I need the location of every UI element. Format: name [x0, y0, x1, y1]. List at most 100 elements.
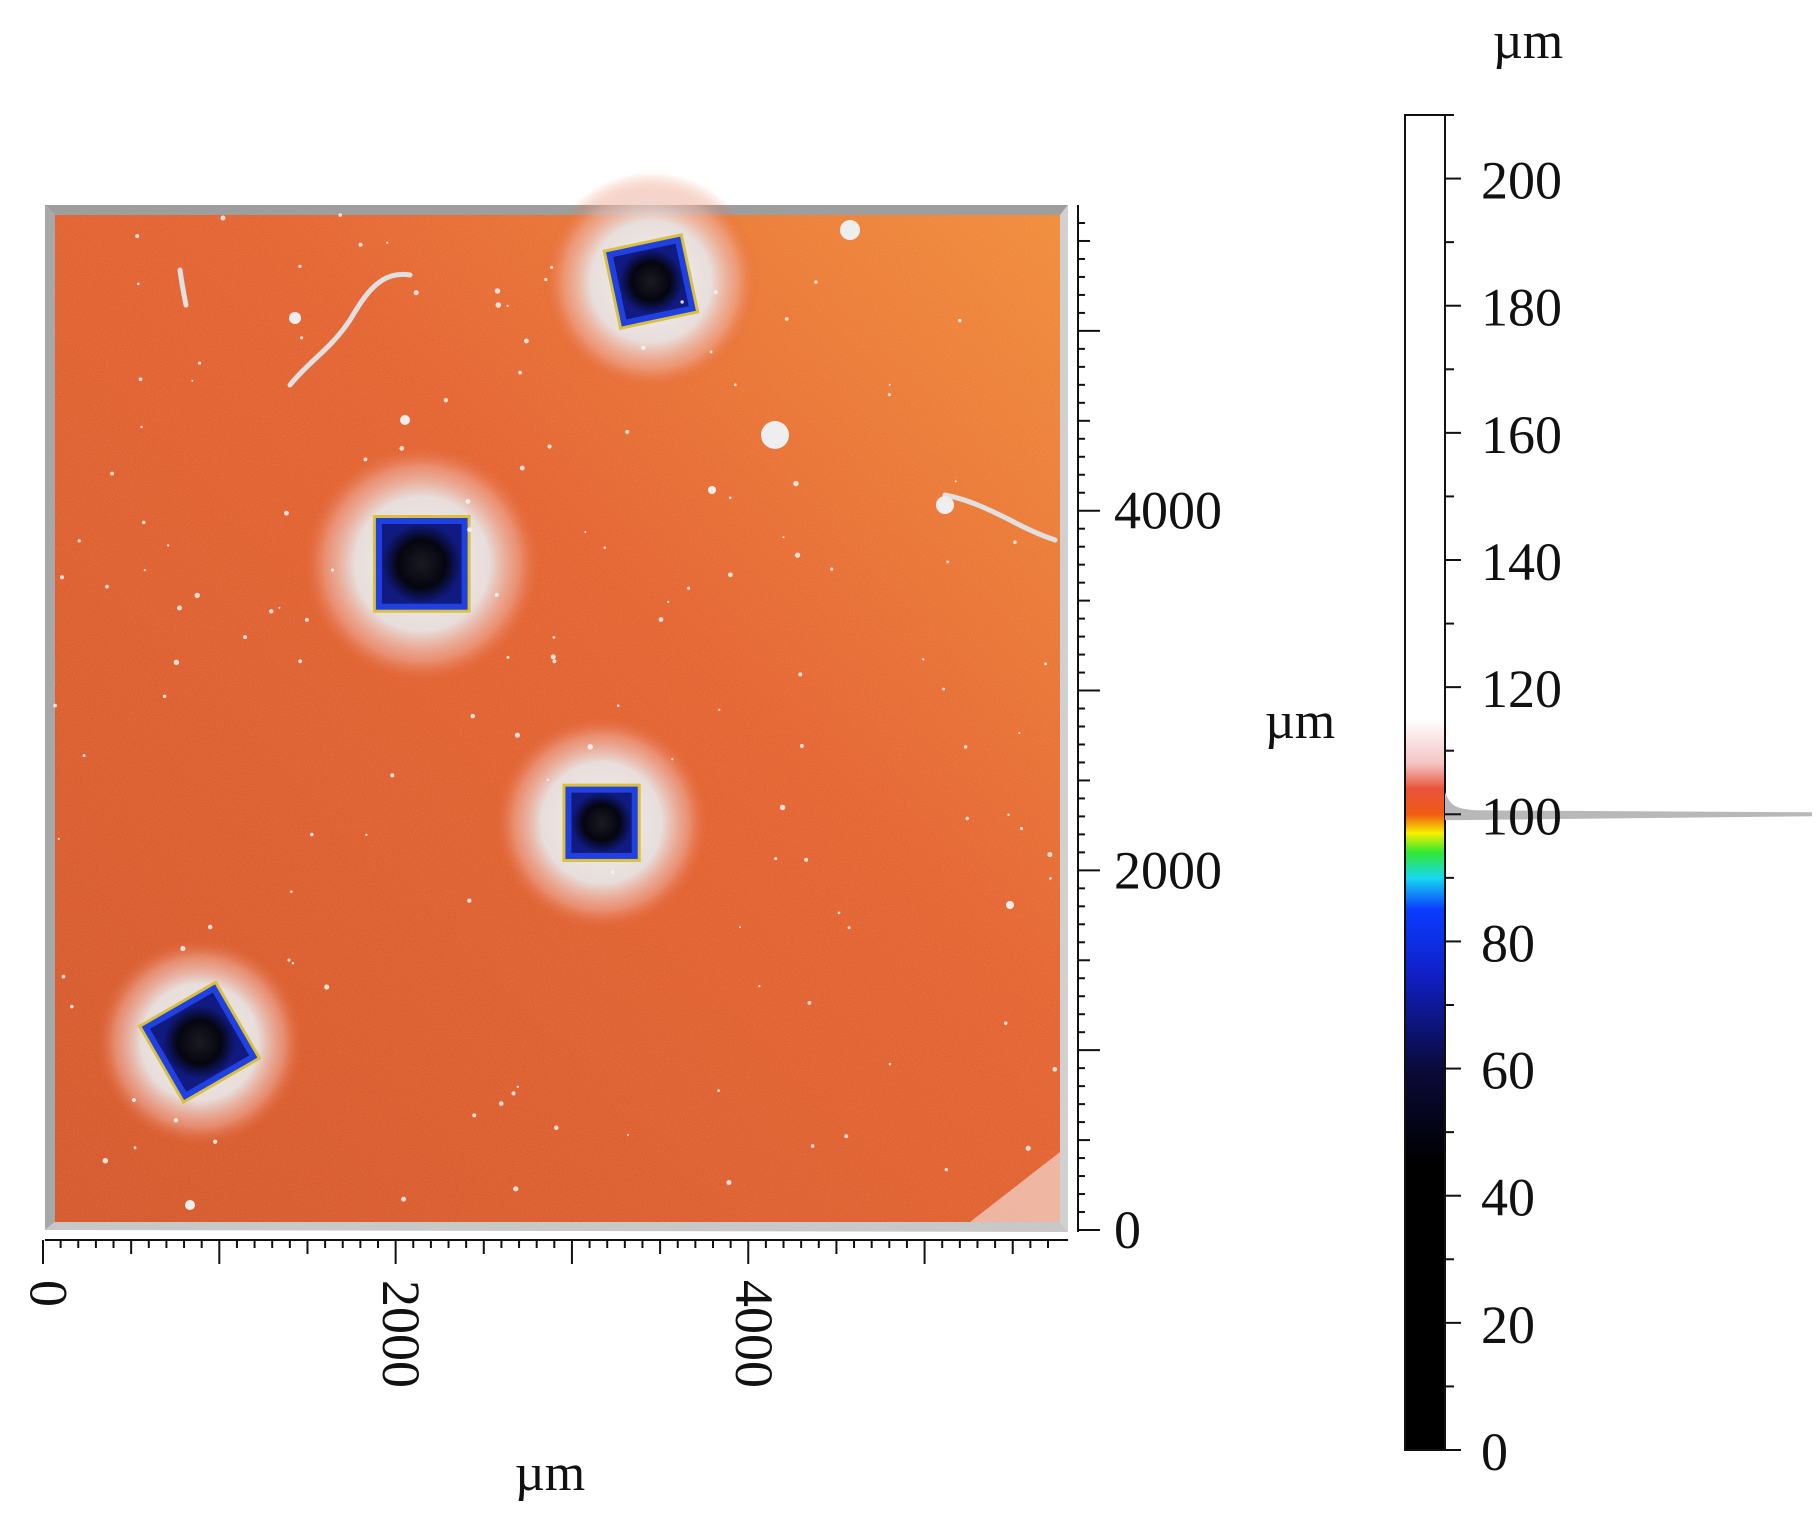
speck	[1003, 1021, 1008, 1025]
speck	[304, 617, 309, 622]
speck	[1019, 826, 1024, 831]
speck	[887, 393, 892, 397]
y-tick-label: 2000	[1114, 840, 1222, 900]
frame-bottom	[45, 1222, 1068, 1232]
speck	[289, 890, 293, 893]
speck	[220, 215, 226, 221]
fiber-2	[942, 492, 1058, 543]
colorbar-tick-label: 40	[1481, 1168, 1535, 1228]
speck	[728, 496, 732, 500]
colorbar-gradient	[1404, 114, 1446, 1451]
speck	[957, 318, 962, 323]
speck	[1013, 540, 1017, 544]
speck	[57, 837, 60, 841]
speck	[287, 958, 291, 962]
speck	[105, 584, 109, 589]
speck	[162, 694, 167, 699]
speck	[738, 926, 742, 929]
speck	[793, 480, 799, 487]
speck	[401, 1196, 407, 1202]
speck	[794, 552, 801, 558]
speck	[546, 778, 550, 781]
particle-6	[400, 415, 410, 425]
speck	[413, 290, 419, 296]
speck	[467, 898, 472, 903]
speck	[658, 617, 664, 622]
fiber-1	[287, 271, 413, 388]
colorbar-tick-label: 20	[1481, 1295, 1535, 1355]
speck	[177, 605, 182, 611]
speck	[518, 370, 522, 375]
speck	[552, 659, 557, 664]
speck	[61, 974, 66, 979]
speck	[758, 985, 761, 988]
speck	[922, 658, 925, 661]
speck	[804, 857, 809, 862]
particle-7	[1006, 901, 1014, 909]
speck	[549, 265, 553, 269]
speck	[1007, 813, 1010, 817]
y-axis: 0 2000 4000	[1077, 205, 1222, 1260]
speck	[191, 379, 194, 382]
speck	[671, 758, 674, 761]
speck	[330, 568, 335, 572]
speck	[965, 816, 969, 821]
indent-pit	[149, 992, 250, 1092]
speck	[799, 744, 804, 748]
speck	[603, 546, 607, 549]
speck	[278, 606, 281, 609]
speck	[141, 520, 146, 525]
speck	[465, 499, 471, 504]
indent-pit	[613, 243, 689, 320]
speck	[138, 377, 143, 382]
colorbar-tick-label: 120	[1481, 659, 1562, 719]
speck	[514, 732, 520, 738]
speck	[713, 290, 718, 295]
speck	[587, 744, 593, 750]
y-tick-label: 4000	[1114, 481, 1222, 541]
speck	[194, 592, 200, 599]
speck	[774, 857, 778, 861]
speck	[942, 687, 945, 691]
speck	[131, 1097, 137, 1103]
speck	[616, 704, 620, 707]
speck	[135, 234, 140, 239]
speck	[814, 280, 818, 284]
speck	[847, 926, 851, 930]
indent-3	[492, 713, 711, 933]
speck	[82, 754, 86, 758]
frame-right	[1060, 205, 1068, 1232]
speck	[358, 242, 363, 247]
speck	[494, 592, 499, 597]
speck	[516, 1085, 519, 1088]
speck	[687, 586, 691, 590]
colorbar-tick-label: 0	[1481, 1422, 1508, 1482]
indent-2	[300, 442, 544, 686]
speck	[709, 350, 713, 354]
speck	[180, 946, 186, 952]
speck	[498, 1101, 504, 1106]
speck	[584, 531, 587, 534]
x-axis: 0 2000 4000	[19, 1239, 1068, 1388]
speck	[726, 1179, 732, 1186]
speck	[779, 804, 786, 811]
speck	[506, 304, 509, 307]
particle-2	[840, 220, 860, 240]
speck	[143, 568, 146, 572]
y-axis-label: µm	[1265, 693, 1335, 750]
indent-1	[541, 172, 761, 391]
speck	[291, 961, 295, 965]
speck	[944, 1167, 948, 1172]
speck	[173, 659, 180, 666]
speck	[243, 635, 248, 640]
speck	[133, 1146, 137, 1150]
speck	[1052, 1066, 1058, 1072]
speck	[365, 833, 368, 836]
colorbar-tick-label: 160	[1481, 405, 1562, 465]
indent-pit	[571, 792, 632, 853]
speck	[470, 713, 476, 719]
speck	[946, 560, 950, 564]
colorbar-tick-label: 60	[1481, 1041, 1535, 1101]
y-tick-label: 0	[1114, 1200, 1141, 1260]
speck	[728, 572, 733, 578]
